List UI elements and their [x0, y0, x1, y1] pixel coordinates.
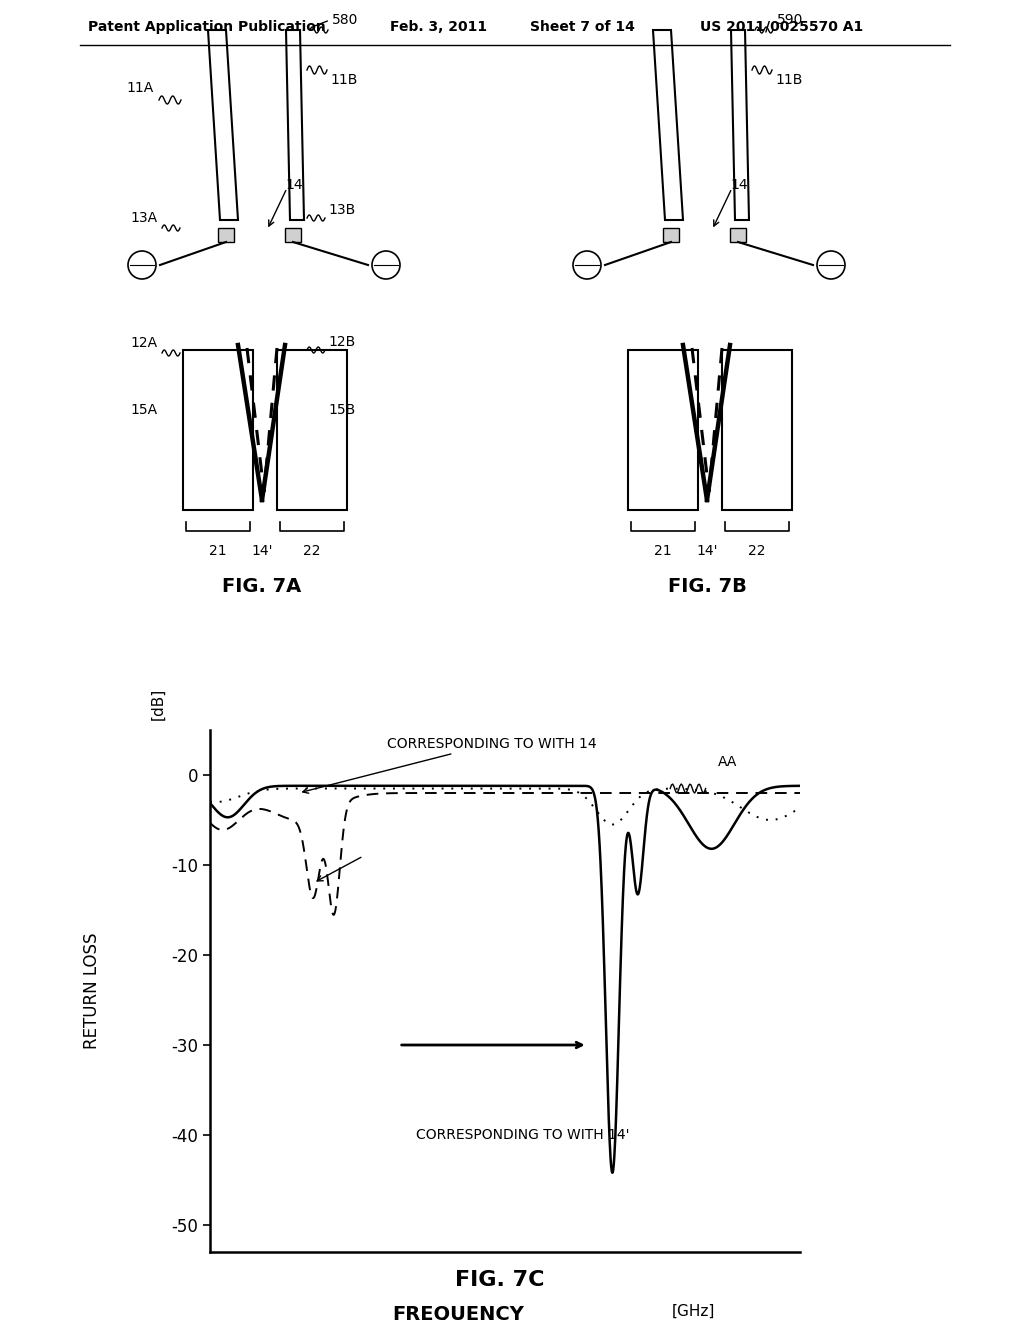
- Bar: [628, 350, 698, 510]
- Text: 590: 590: [777, 13, 804, 26]
- Bar: [285, 228, 301, 242]
- Text: 15B: 15B: [328, 403, 355, 417]
- Bar: [218, 228, 234, 242]
- Text: 580: 580: [332, 13, 358, 26]
- Text: Patent Application Publication: Patent Application Publication: [88, 20, 326, 34]
- Text: 15A: 15A: [131, 403, 158, 417]
- Text: 13A: 13A: [131, 211, 158, 224]
- Text: 13B: 13B: [328, 203, 355, 216]
- Text: AA: AA: [718, 755, 737, 768]
- Bar: [730, 228, 746, 242]
- Text: [GHz]: [GHz]: [672, 1304, 716, 1319]
- Bar: [722, 350, 792, 510]
- Text: 14': 14': [251, 544, 272, 558]
- Text: 12B: 12B: [328, 335, 355, 348]
- Bar: [663, 228, 679, 242]
- Text: 21: 21: [654, 544, 672, 558]
- Text: US 2011/0025570 A1: US 2011/0025570 A1: [700, 20, 863, 34]
- Text: FIG. 7B: FIG. 7B: [668, 577, 746, 597]
- Text: FREQUENCY: FREQUENCY: [392, 1304, 523, 1320]
- Text: Feb. 3, 2011: Feb. 3, 2011: [390, 20, 487, 34]
- Bar: [278, 350, 347, 510]
- Text: 14: 14: [285, 178, 303, 191]
- Text: 11A: 11A: [127, 81, 154, 95]
- Text: 12A: 12A: [131, 337, 158, 350]
- Text: CORRESPONDING TO WITH 14: CORRESPONDING TO WITH 14: [303, 737, 597, 793]
- Text: CORRESPONDING TO WITH 14': CORRESPONDING TO WITH 14': [417, 1129, 630, 1142]
- Bar: [183, 350, 253, 510]
- Text: 21: 21: [209, 544, 226, 558]
- Text: 22: 22: [303, 544, 321, 558]
- Text: 11B: 11B: [330, 73, 357, 87]
- Text: [dB]: [dB]: [151, 688, 166, 719]
- Text: FIG. 7C: FIG. 7C: [456, 1270, 545, 1290]
- Text: 11B: 11B: [775, 73, 803, 87]
- Text: Sheet 7 of 14: Sheet 7 of 14: [530, 20, 635, 34]
- Text: RETURN LOSS: RETURN LOSS: [83, 933, 101, 1049]
- Text: 14': 14': [696, 544, 718, 558]
- Text: 22: 22: [749, 544, 766, 558]
- Text: FIG. 7A: FIG. 7A: [222, 577, 302, 597]
- Text: 14: 14: [730, 178, 748, 191]
